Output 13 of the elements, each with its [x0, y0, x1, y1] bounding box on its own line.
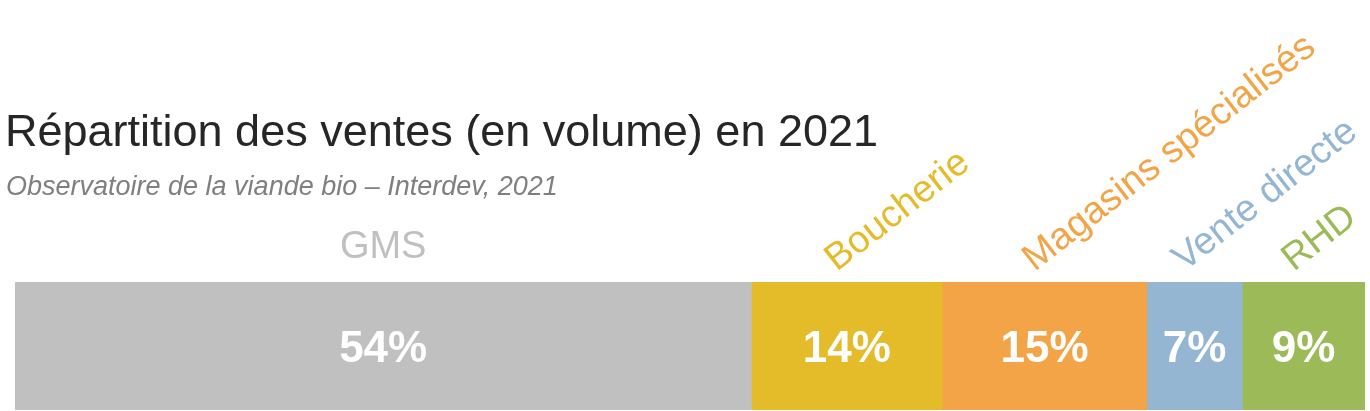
- data-label: 15%: [1000, 322, 1089, 372]
- data-label: 14%: [802, 322, 891, 372]
- bar: [751, 282, 943, 410]
- chart-title: Répartition des ventes (en volume) en 2021: [5, 105, 879, 156]
- data-label: 54%: [339, 322, 428, 372]
- series-label: GMS: [339, 224, 427, 266]
- data-label: 9%: [1271, 322, 1336, 372]
- bar: [1241, 282, 1365, 410]
- bar: [15, 282, 752, 410]
- bar: [941, 282, 1148, 410]
- bar: [1146, 282, 1243, 410]
- data-label: 7%: [1162, 322, 1227, 372]
- chart-subtitle: Observatoire de la viande bio – Interdev, 2021: [6, 171, 558, 201]
